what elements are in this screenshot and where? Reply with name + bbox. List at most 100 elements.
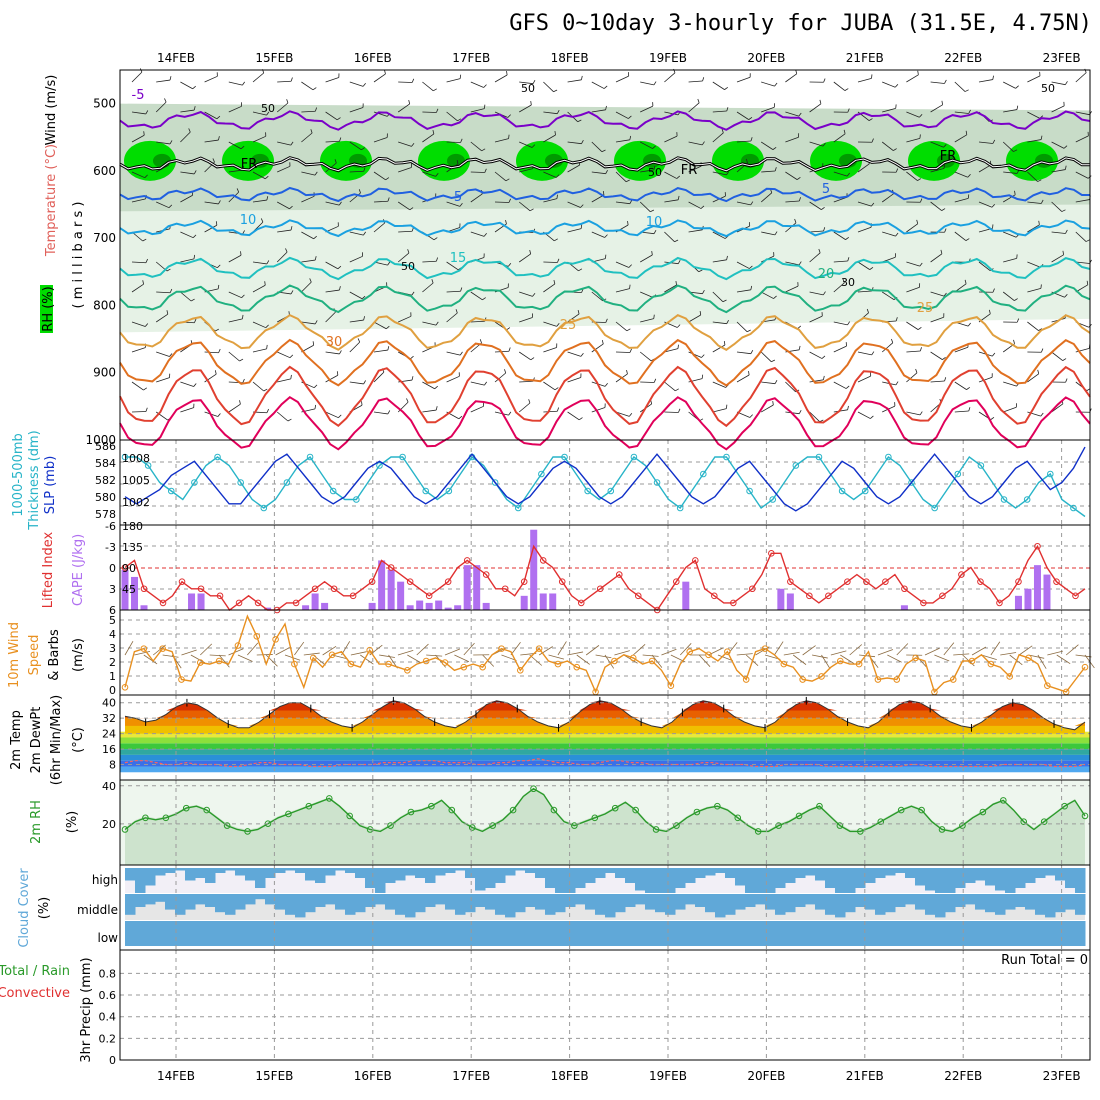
- wind-barb: [1027, 75, 1041, 83]
- cloud-cell: [955, 894, 966, 907]
- wind-barb: [301, 321, 316, 325]
- wind10-barb: [407, 654, 422, 664]
- temp-contour-35: [119, 365, 1091, 428]
- cloud-cell: [215, 868, 226, 873]
- temp-contour-10: [119, 219, 1091, 238]
- wind-barb-flag: [406, 398, 409, 403]
- wind-barb: [204, 224, 218, 233]
- wind10-barb: [454, 654, 470, 663]
- wind-barb: [736, 201, 751, 206]
- wind-barb: [277, 229, 292, 233]
- thickness-point: [306, 453, 314, 461]
- wind-barb: [833, 282, 845, 293]
- wind-barb-flag: [339, 350, 342, 355]
- wind-barb: [1003, 406, 1017, 413]
- wind-barb: [228, 81, 243, 86]
- wind-barb-flag: [459, 202, 463, 207]
- wind-barb-flag: [190, 298, 195, 302]
- wind10-barb: [840, 654, 855, 664]
- cloud-cell: [915, 868, 926, 886]
- wind-barb-flag: [990, 416, 995, 420]
- cloud-cell: [185, 921, 196, 946]
- wind-barb: [373, 111, 388, 117]
- wind-barb-flag: [602, 190, 605, 196]
- cloud-cell: [1025, 921, 1036, 946]
- wind-barb-flag: [823, 227, 826, 232]
- wind10-point: [611, 657, 618, 665]
- rh2m-point: [346, 812, 353, 820]
- cloud-cell: [275, 868, 286, 873]
- wind-barb: [470, 381, 485, 386]
- wind-barb: [180, 231, 194, 239]
- wind-barb-flag: [289, 354, 294, 358]
- wind-barb-flag: [601, 149, 606, 153]
- wind-barb-flag: [338, 414, 342, 418]
- wind-barb-flag: [240, 145, 245, 150]
- wind-barb-flag: [895, 381, 899, 386]
- wind10-barb: [463, 642, 475, 656]
- wind10-point: [498, 645, 505, 652]
- wind-barb: [833, 81, 846, 91]
- wind-barb: [397, 103, 410, 113]
- wind-barb-flag: [774, 231, 778, 236]
- cloud-cell: [525, 921, 536, 946]
- wind-barb: [180, 109, 195, 113]
- wind-barb: [373, 371, 385, 383]
- wind-barb: [446, 111, 458, 122]
- date-label-top: 18FEB: [551, 51, 589, 65]
- wind10-tick: 5: [109, 614, 116, 627]
- cloud-cell: [325, 921, 336, 946]
- wind-barb-flag: [407, 249, 410, 254]
- wind-barb-flag: [870, 415, 874, 419]
- cloud-cell: [725, 894, 736, 915]
- cloud-cell: [425, 921, 436, 946]
- wind-barb: [228, 351, 240, 362]
- label-rh-swatch: [40, 285, 53, 333]
- temp-contour-label: 30: [326, 335, 343, 350]
- cloud-cell: [225, 894, 236, 915]
- wind10-barb: [849, 644, 863, 656]
- wind-barb-flag: [508, 134, 510, 139]
- wind-barb-flag: [774, 379, 778, 384]
- wind10-point: [385, 660, 392, 668]
- wind10-barb: [717, 654, 734, 662]
- wind-barb: [519, 141, 533, 148]
- cloud-cell: [135, 894, 146, 907]
- wind-barb-flag: [604, 234, 608, 238]
- cloud-cell: [875, 894, 886, 915]
- wind-barb-flag: [871, 138, 874, 143]
- wind10-point: [366, 646, 374, 654]
- wind-barb: [688, 165, 702, 173]
- wind10-barb: [830, 650, 847, 656]
- thickness-point: [422, 487, 430, 495]
- wind-barb-flag: [919, 347, 922, 352]
- wind-barb: [664, 284, 677, 293]
- wind10-barb: [322, 645, 337, 656]
- wind-barb: [301, 231, 314, 240]
- cloud-cell: [775, 868, 786, 888]
- wind-barb-flag: [1062, 358, 1067, 361]
- thickness-line: [125, 456, 1086, 518]
- label-wind: Wind (m/s): [44, 75, 59, 146]
- wind-barb: [640, 318, 654, 323]
- cloud-cell: [615, 921, 626, 946]
- wind-barb-flag: [796, 176, 801, 180]
- wind-barb: [978, 261, 991, 271]
- cloud-cell: [715, 921, 726, 946]
- wind-barb: [688, 351, 702, 358]
- cloud-cell: [1015, 894, 1026, 907]
- wind-barb: [422, 133, 435, 143]
- cloud-cell: [785, 921, 796, 946]
- cloud-cell: [1045, 921, 1056, 946]
- cloud-cell: [165, 868, 176, 873]
- cloud-cell: [745, 921, 756, 946]
- wind-barb: [1002, 291, 1015, 301]
- thickness-point: [769, 496, 777, 503]
- wind-barb: [301, 81, 314, 91]
- cloud-cell: [405, 921, 416, 946]
- label-slp: SLP (mb): [43, 456, 58, 515]
- wind10-tick: 1: [109, 670, 116, 683]
- wind-barb-flag: [290, 141, 294, 146]
- wind-barb: [1003, 381, 1017, 387]
- wind-barb: [180, 194, 193, 203]
